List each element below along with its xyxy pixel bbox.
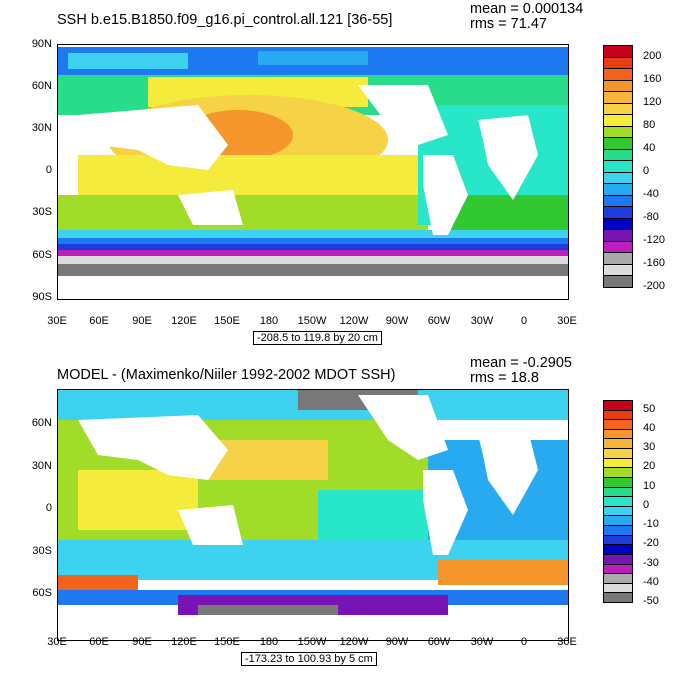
colorbar-label: 80: [643, 118, 656, 131]
bottom-contour-range: -173.23 to 100.93 by 5 cm: [241, 652, 377, 666]
colorbar-label: -50: [643, 595, 659, 607]
top-y-label: 30N: [31, 122, 52, 134]
bottom-title: MODEL - (Maximenko/Niiler 1992-2002 MDOT…: [57, 367, 396, 383]
top-y-label: 30S: [32, 206, 52, 218]
colorbar-label: -80: [643, 210, 659, 223]
colorbar-label: 0: [643, 164, 650, 177]
top-rms: rms = 71.47: [470, 16, 547, 32]
colorbar-label: 160: [643, 72, 662, 85]
bottom-x-label: 120E: [171, 636, 197, 648]
bottom-colorbar: 50 40 30 20 10 0 -10 -20 -30 -40 -50: [603, 400, 683, 607]
bottom-y-label: 30S: [32, 545, 52, 557]
bottom-y-label: 60N: [31, 417, 52, 429]
bottom-x-label: 60W: [427, 636, 451, 648]
bottom-y-label: 60S: [32, 587, 52, 599]
colorbar-label: 40: [643, 141, 656, 154]
colorbar-label: 0: [643, 498, 650, 511]
top-panel: SSH b.e15.B1850.f09_g16.pi_control.all.1…: [31, 1, 683, 345]
bottom-x-label: 30E: [47, 636, 67, 648]
top-x-label: 180: [259, 315, 279, 327]
top-x-label: 30W: [470, 315, 494, 327]
top-ssh-map: [57, 44, 569, 300]
colorbar-label: -10: [643, 518, 659, 531]
top-colorbar: 200 160 120 80 40 0 -40 -80 -120 -160 -200: [603, 45, 683, 292]
top-x-label: 60E: [89, 315, 109, 327]
bottom-x-label: 120W: [339, 636, 369, 648]
top-x-label: 0: [520, 315, 528, 327]
top-x-label: 120E: [171, 315, 197, 327]
top-y-label: 0: [45, 164, 52, 176]
top-mean: mean = 0.000134: [470, 1, 584, 17]
colorbar-label: 10: [643, 479, 656, 492]
top-y-label: 60S: [32, 249, 52, 261]
bottom-x-label: 90W: [385, 636, 409, 648]
bottom-diff-map: [57, 389, 569, 641]
colorbar-label: -120: [643, 233, 666, 246]
bottom-panel: MODEL - (Maximenko/Niiler 1992-2002 MDOT…: [0, 355, 700, 700]
top-contour-range: -208.5 to 119.8 by 20 cm: [253, 331, 382, 345]
colorbar-swatch: [603, 592, 633, 603]
bottom-x-label: 180: [259, 636, 279, 648]
colorbar-label: -40: [643, 575, 659, 588]
colorbar-label: -20: [643, 537, 659, 550]
colorbar-swatch: [603, 275, 633, 288]
colorbar-label: 30: [643, 441, 656, 454]
bottom-x-label: 0: [520, 636, 528, 648]
bottom-y-label: 0: [45, 502, 52, 514]
top-x-label: 120W: [339, 315, 369, 327]
colorbar-label: 20: [643, 460, 656, 473]
colorbar-label: 200: [643, 49, 662, 62]
bottom-x-label: 30E: [557, 636, 577, 648]
colorbar-label: 40: [643, 421, 656, 434]
bottom-rms: rms = 18.8: [470, 370, 539, 386]
top-x-label: 30E: [557, 315, 577, 327]
bottom-x-label: 90E: [132, 636, 152, 648]
colorbar-label: -30: [643, 556, 659, 569]
top-y-label: 90N: [31, 38, 52, 50]
bottom-mean: mean = -0.2905: [470, 355, 572, 371]
colorbar-label: -200: [643, 280, 666, 292]
top-y-label: 90S: [32, 291, 52, 303]
top-x-label: 30E: [47, 315, 67, 327]
bottom-y-label: 30N: [31, 460, 52, 472]
top-title: SSH b.e15.B1850.f09_g16.pi_control.all.1…: [57, 12, 393, 28]
top-x-label: 60W: [427, 315, 451, 327]
colorbar-label: -40: [643, 187, 659, 200]
top-x-label: 150E: [214, 315, 240, 327]
top-x-label: 150W: [297, 315, 327, 327]
top-y-label: 60N: [31, 80, 52, 92]
top-x-label: 90E: [132, 315, 152, 327]
colorbar-label: 120: [643, 95, 662, 108]
bottom-x-label: 150W: [297, 636, 327, 648]
colorbar-label: 50: [643, 402, 656, 415]
bottom-x-label: 150E: [214, 636, 240, 648]
colorbar-label: -160: [643, 256, 666, 269]
top-x-label: 90W: [385, 315, 409, 327]
bottom-x-label: 30W: [470, 636, 494, 648]
bottom-x-label: 60E: [89, 636, 109, 648]
